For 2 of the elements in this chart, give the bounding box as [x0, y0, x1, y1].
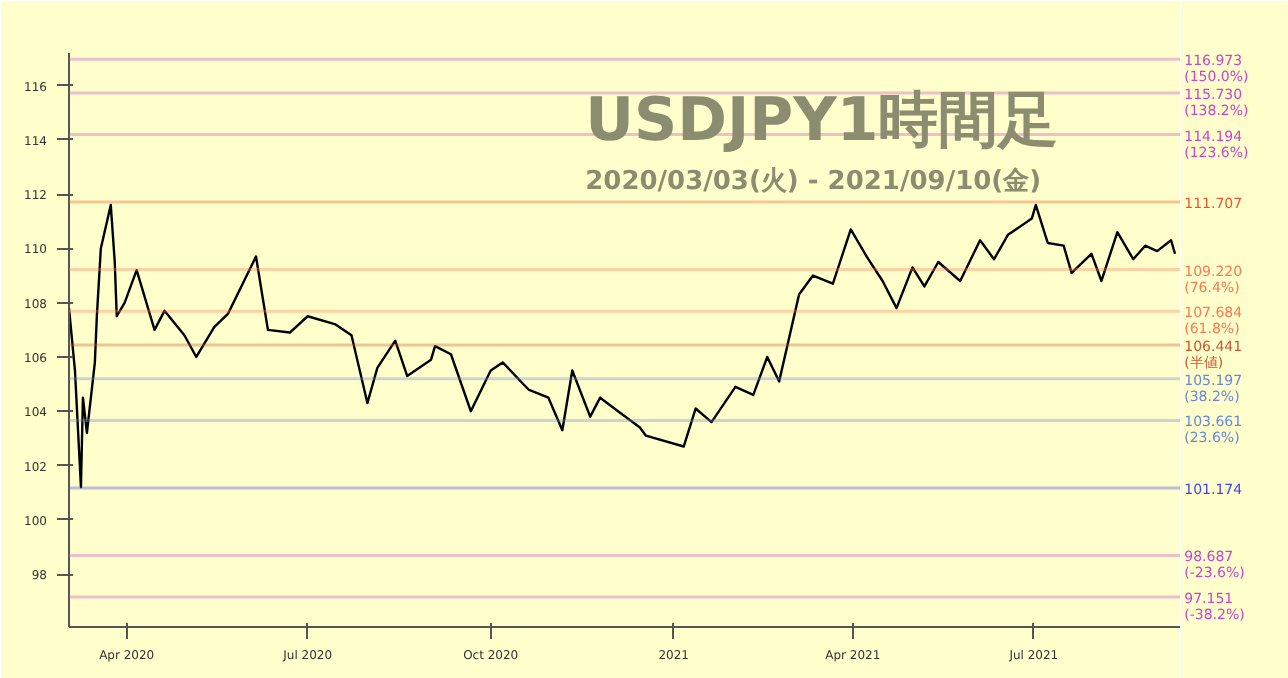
line-series: [69, 203, 1177, 489]
text: 2020/03/03(火) - 2021/09/10(金): [585, 166, 1042, 197]
